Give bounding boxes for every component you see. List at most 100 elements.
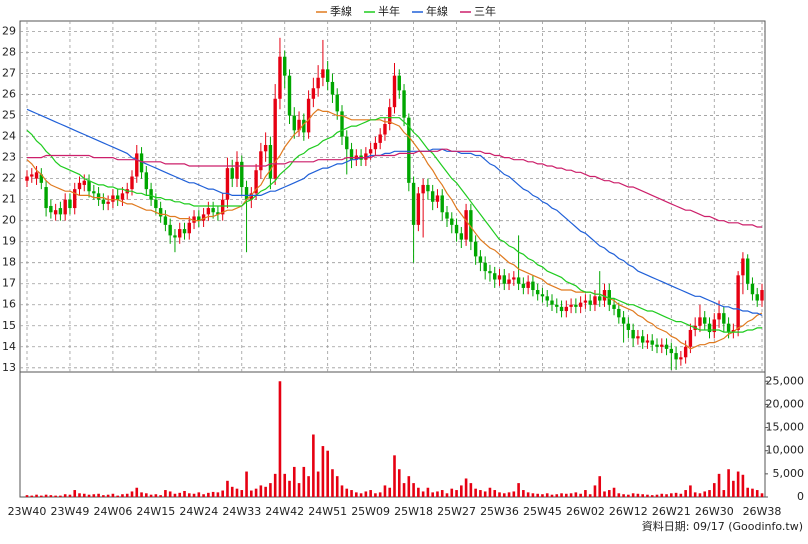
volume-bar bbox=[245, 471, 248, 497]
candle-body bbox=[259, 151, 263, 171]
y-tick-label: 16 bbox=[2, 298, 16, 311]
candle-body bbox=[497, 275, 502, 280]
candle-body bbox=[115, 195, 120, 200]
candle-body bbox=[726, 323, 731, 333]
volume-bar bbox=[187, 493, 191, 497]
volume-bar bbox=[560, 493, 563, 497]
volume-bar bbox=[78, 493, 81, 497]
volume-bar bbox=[717, 473, 721, 497]
candle-body bbox=[283, 56, 287, 76]
y-tick-label: 13 bbox=[2, 361, 16, 374]
candle-body bbox=[526, 281, 530, 288]
candle-body bbox=[674, 353, 678, 360]
volume-bar bbox=[603, 491, 606, 497]
x-tick-label: 26W21 bbox=[652, 505, 691, 518]
candle-body bbox=[521, 283, 526, 288]
candle-body bbox=[206, 208, 211, 215]
volume-bar bbox=[321, 446, 325, 497]
candle-body bbox=[244, 187, 249, 200]
x-tick-label: 26W02 bbox=[566, 505, 605, 518]
volume-bar bbox=[288, 480, 291, 497]
volume-bar bbox=[464, 478, 468, 497]
x-tick-label: 25W09 bbox=[351, 505, 390, 518]
candle-body bbox=[407, 117, 411, 183]
candle-body bbox=[92, 191, 96, 194]
volume-bar bbox=[584, 490, 587, 497]
volume-bar bbox=[588, 494, 592, 497]
candle-body bbox=[378, 134, 382, 143]
volume-bar bbox=[483, 491, 487, 497]
x-tick-label: 23W49 bbox=[51, 505, 90, 518]
candle-body bbox=[621, 317, 626, 324]
volume-bar bbox=[340, 485, 344, 497]
volume-bar bbox=[297, 483, 301, 497]
volume-bar bbox=[455, 490, 458, 497]
candle-body bbox=[154, 199, 158, 209]
x-tick-label: 24W42 bbox=[265, 505, 304, 518]
volume-bar bbox=[736, 471, 740, 497]
volume-bar bbox=[421, 491, 425, 497]
volume-bar bbox=[488, 487, 492, 497]
candle-body bbox=[39, 174, 44, 183]
volume-bar bbox=[173, 493, 177, 497]
volume-bar bbox=[54, 495, 57, 497]
volume-bar bbox=[44, 494, 48, 497]
volume-bar bbox=[135, 487, 139, 497]
volume-bar bbox=[746, 487, 749, 497]
volume-bar bbox=[364, 491, 368, 497]
y-tick-label: 23 bbox=[2, 151, 16, 164]
volume-bar bbox=[660, 493, 664, 497]
candle-body bbox=[292, 115, 296, 131]
x-tick-label: 25W36 bbox=[480, 505, 519, 518]
volume-bar bbox=[211, 491, 215, 497]
volume-bar bbox=[359, 493, 363, 497]
legend-label: 年線 bbox=[426, 4, 448, 18]
volume-bar bbox=[102, 495, 105, 497]
candle-body bbox=[73, 189, 77, 209]
candle-body bbox=[368, 149, 373, 154]
volume-bar bbox=[727, 469, 730, 497]
candle-body bbox=[607, 290, 611, 305]
candle-body bbox=[464, 210, 468, 240]
x-tick-label: 24W33 bbox=[222, 505, 261, 518]
candle-body bbox=[325, 69, 330, 82]
candle-body bbox=[321, 69, 325, 78]
volume-bar bbox=[111, 493, 115, 497]
volume-bar bbox=[178, 492, 182, 497]
candle-body bbox=[383, 123, 387, 135]
candle-body bbox=[698, 317, 702, 326]
legend-label: 季線 bbox=[330, 4, 352, 18]
volume-bar bbox=[397, 469, 401, 497]
volume-bar bbox=[278, 381, 282, 497]
candle-body bbox=[669, 348, 674, 354]
volume-bar bbox=[68, 494, 72, 497]
volume-bar bbox=[369, 490, 372, 497]
candle-body bbox=[34, 172, 39, 179]
candle-body bbox=[550, 300, 554, 305]
volume-bar bbox=[607, 490, 611, 497]
volume-bar bbox=[159, 495, 162, 497]
volume-bar bbox=[235, 488, 239, 497]
volume-bar bbox=[202, 494, 205, 497]
legend-label: 三年 bbox=[474, 4, 496, 18]
candle-body bbox=[717, 313, 721, 320]
candle-body bbox=[473, 241, 478, 257]
volume-bar bbox=[168, 491, 172, 497]
candle-body bbox=[755, 294, 759, 301]
candle-body bbox=[483, 262, 487, 272]
candle-body bbox=[287, 75, 292, 116]
y-tick-label: 27 bbox=[2, 67, 16, 80]
y-tick-label: 22 bbox=[2, 172, 16, 185]
volume-tick-label: 15,000 bbox=[766, 421, 805, 434]
candle-body bbox=[364, 153, 368, 160]
y-tick-label: 24 bbox=[2, 130, 16, 143]
candle-body bbox=[335, 94, 339, 112]
volume-bar bbox=[569, 493, 573, 497]
volume-bar bbox=[502, 493, 506, 497]
volume-bar bbox=[393, 455, 396, 497]
volume-bar bbox=[221, 490, 224, 497]
volume-tick-label: 10,000 bbox=[766, 444, 805, 457]
candle-body bbox=[144, 172, 149, 190]
volume-bar bbox=[650, 495, 654, 497]
